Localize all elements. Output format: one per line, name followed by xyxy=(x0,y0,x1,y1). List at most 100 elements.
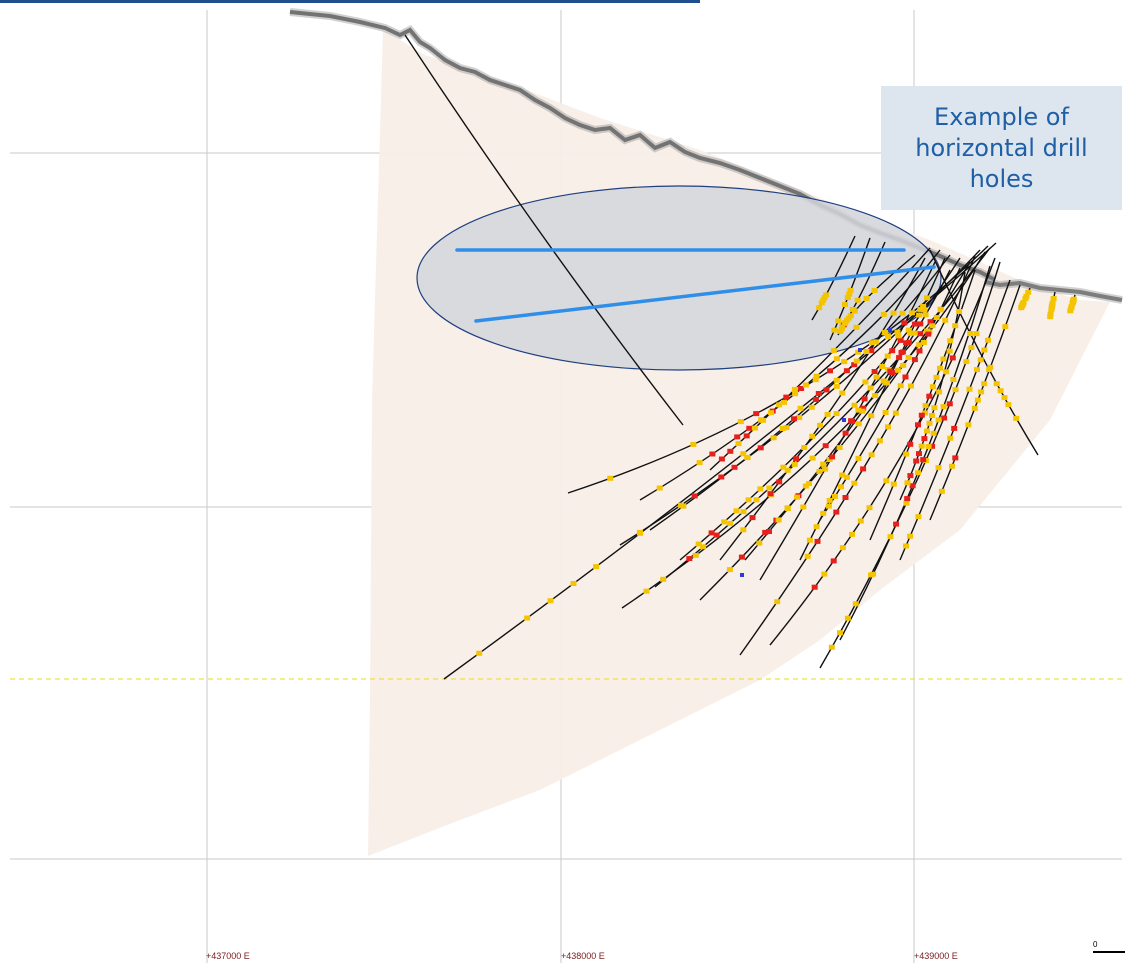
assay-interval xyxy=(740,527,747,533)
drill-trace xyxy=(899,279,1011,561)
assay-interval xyxy=(740,509,747,515)
assay-interval xyxy=(907,533,914,539)
assay-interval xyxy=(880,311,887,317)
assay-interval xyxy=(738,554,745,560)
assay-interval xyxy=(1068,305,1075,311)
assay-interval xyxy=(941,415,948,421)
assay-interval xyxy=(916,348,923,354)
assay-interval xyxy=(696,460,703,466)
assay-interval xyxy=(929,413,935,418)
assay-interval xyxy=(843,368,850,374)
assay-interval xyxy=(873,374,880,380)
assay-interval xyxy=(766,485,773,491)
assay-interval xyxy=(643,588,650,594)
assay-interval xyxy=(841,359,848,365)
assay-interval xyxy=(887,534,894,540)
assay-interval xyxy=(916,312,923,318)
assay-interval xyxy=(920,457,927,463)
assay-interval xyxy=(880,378,887,384)
assay-interval xyxy=(846,291,853,297)
assay-interval xyxy=(835,318,842,324)
assay-interval xyxy=(853,324,860,330)
assay-interval xyxy=(843,474,850,480)
assay-interval xyxy=(749,515,756,521)
assay-interval xyxy=(974,367,980,373)
assay-interval xyxy=(943,369,950,375)
assay-interval xyxy=(692,552,699,558)
assay-interval xyxy=(902,374,909,380)
assay-interval xyxy=(908,383,914,389)
drill-trace xyxy=(929,249,1039,456)
assay-interval xyxy=(862,379,869,385)
assay-interval xyxy=(839,545,846,551)
assay-interval xyxy=(925,331,932,337)
assay-interval xyxy=(822,443,829,449)
assay-interval xyxy=(911,330,918,336)
scale-bar-zero-label: 0 xyxy=(1093,940,1098,949)
assay-interval xyxy=(825,503,832,509)
assay-interval xyxy=(924,328,931,334)
assay-interval xyxy=(1013,415,1020,421)
assay-interval xyxy=(791,386,798,392)
assay-interval xyxy=(911,357,918,363)
assay-interval xyxy=(709,451,716,457)
assay-interval xyxy=(757,445,764,451)
drill-hole-traces xyxy=(404,34,1077,680)
assay-interval xyxy=(893,521,900,527)
assay-interval xyxy=(854,297,861,303)
assay-interval xyxy=(967,331,974,336)
assay-interval xyxy=(968,345,975,351)
assay-interval xyxy=(823,387,830,393)
assay-interval xyxy=(882,410,889,415)
assay-interval xyxy=(811,584,818,590)
assay-interval xyxy=(817,422,823,428)
assay-interval xyxy=(731,464,738,470)
assay-interval xyxy=(770,435,777,441)
assay-interval-blue xyxy=(842,418,846,422)
assay-interval xyxy=(844,615,851,621)
horizontal-hole-highlight-lower xyxy=(474,265,936,323)
assay-interval xyxy=(686,556,693,562)
assay-interval xyxy=(824,411,831,417)
assay-interval xyxy=(744,455,751,460)
assay-interval xyxy=(889,348,896,354)
assay-interval xyxy=(951,425,958,431)
assay-interval xyxy=(949,355,956,361)
assay-interval xyxy=(1047,314,1054,320)
assay-interval xyxy=(971,405,978,411)
assay-interval xyxy=(820,297,827,303)
assay-interval xyxy=(798,386,805,391)
assay-interval xyxy=(981,381,988,387)
assay-interval xyxy=(743,433,750,439)
assay-interval xyxy=(907,473,914,479)
assay-interval xyxy=(933,315,940,320)
assay-interval xyxy=(851,362,858,368)
assay-interval xyxy=(935,465,942,471)
assay-interval xyxy=(793,456,800,462)
assay-interval xyxy=(1002,324,1009,330)
assay-interval xyxy=(920,340,927,345)
assay-interval xyxy=(827,368,833,374)
assay-interval xyxy=(913,458,920,464)
assay-interval xyxy=(863,349,870,354)
assay-interval xyxy=(751,425,758,431)
scale-bar xyxy=(1093,951,1125,953)
assay-interval xyxy=(826,457,833,462)
assay-interval xyxy=(924,428,930,434)
assay-interval xyxy=(833,377,840,383)
assay-interval xyxy=(890,481,897,487)
assay-interval xyxy=(808,404,815,410)
assay-interval xyxy=(1022,296,1029,302)
assay-interval xyxy=(776,402,783,408)
assay-interval xyxy=(867,385,874,391)
assay-interval xyxy=(1050,296,1057,301)
assay-interval xyxy=(926,420,933,426)
assay-interval xyxy=(868,452,875,458)
assay-interval xyxy=(768,410,774,416)
assay-interval xyxy=(922,410,929,416)
assay-interval xyxy=(956,309,963,314)
assay-interval xyxy=(963,359,970,365)
assay-interval xyxy=(847,287,854,293)
assay-interval xyxy=(855,421,862,427)
assay-interval xyxy=(833,411,840,417)
